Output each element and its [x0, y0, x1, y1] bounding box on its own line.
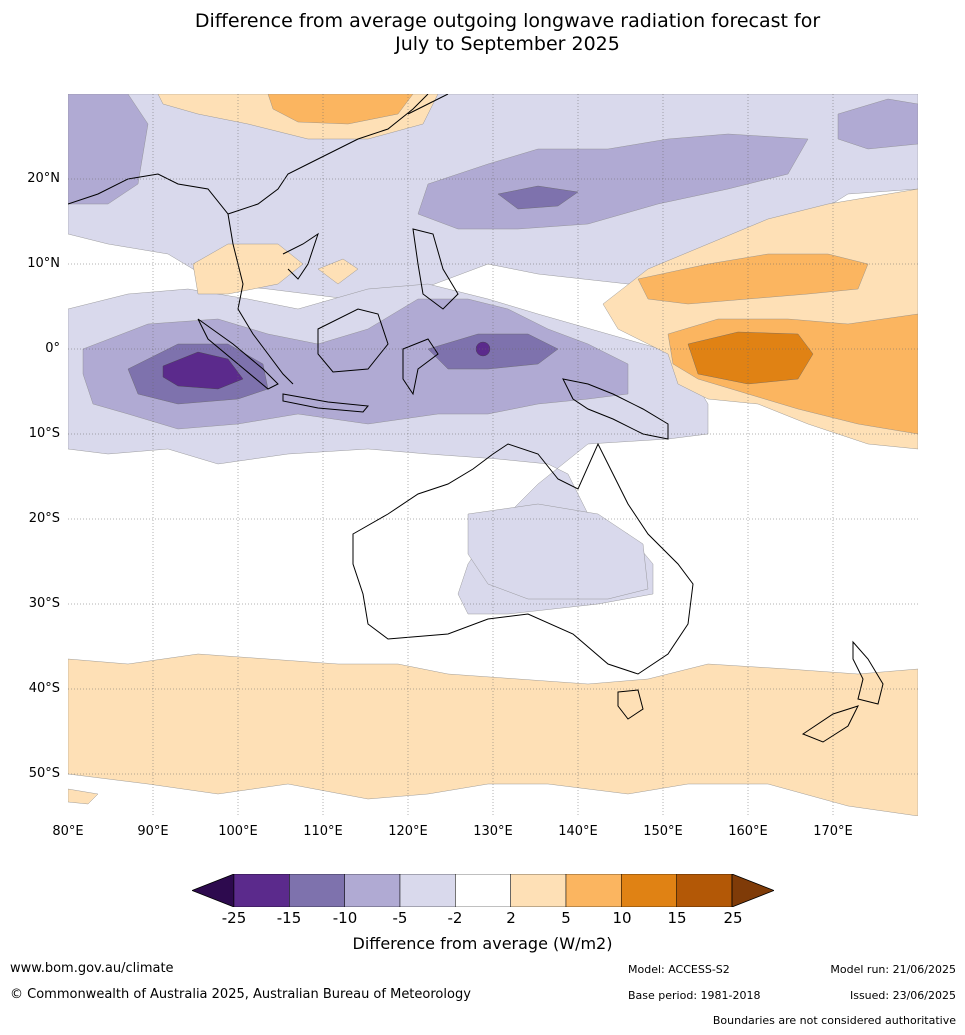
colorbar-tick-label: -5 [392, 909, 408, 927]
colorbar-swatch [344, 873, 401, 908]
title-line-2: July to September 2025 [395, 33, 620, 55]
anomaly-neg-dark-maritime [427, 333, 559, 370]
new-zealand-south [801, 705, 859, 743]
base-period: Base period: 1981-2018 [628, 989, 761, 1002]
model-name: Model: ACCESS-S2 [628, 963, 730, 976]
colorbar-swatch [399, 873, 456, 908]
anomaly-pos-dark-pacific [687, 331, 814, 385]
philippines-coast [412, 228, 459, 310]
lat-label-30s: 30°S [28, 596, 60, 611]
anomaly-neg-medium-nw [68, 94, 149, 205]
colorbar-extend-low [190, 873, 235, 908]
lat-label-10s: 10°S [28, 426, 60, 441]
indochina-coast [282, 232, 319, 280]
map-title: Difference from average outgoing longwav… [0, 10, 965, 56]
java-coast [282, 393, 369, 413]
lon-label-120e: 120°E [388, 824, 428, 839]
colorbar-swatch [233, 873, 290, 908]
colorbar-tick-label: -2 [447, 909, 463, 927]
asia-coast [68, 94, 429, 385]
colorbar [190, 873, 776, 908]
borneo-coast [317, 308, 389, 373]
sumatra-coast [197, 318, 279, 390]
colorbar-tick-label: 5 [561, 909, 571, 927]
colorbar-swatch [455, 873, 511, 908]
japan-coast [407, 94, 449, 115]
colorbar-tick-label: -10 [332, 909, 358, 927]
lon-label-90e: 90°E [137, 824, 169, 839]
lon-label-170e: 170°E [813, 824, 853, 839]
tasmania-coast [617, 689, 644, 720]
new-zealand-north [852, 640, 884, 705]
lat-label-40s: 40°S [28, 681, 60, 696]
website-link[interactable]: www.bom.gov.au/climate [10, 961, 174, 976]
sulawesi-coast [402, 338, 439, 396]
issued-date: Issued: 23/06/2025 [849, 989, 956, 1002]
colorbar-swatch [510, 873, 567, 908]
lon-label-130e: 130°E [473, 824, 513, 839]
lat-label-0: 0° [45, 341, 60, 356]
anomaly-pos-light-indochina [192, 243, 304, 295]
colorbar-tick-label: 2 [506, 909, 516, 927]
lat-label-20n: 20°N [27, 171, 60, 186]
lon-label-150e: 150°E [643, 824, 683, 839]
map-svg [68, 94, 918, 816]
anomaly-pos-medium-nchina [267, 94, 414, 125]
lat-label-10n: 10°N [27, 256, 60, 271]
lon-label-160e: 160°E [728, 824, 768, 839]
colorbar-swatch [676, 873, 733, 908]
colorbar-svg [190, 873, 776, 908]
anomaly-pos-light-sw [68, 788, 99, 805]
colorbar-tick-label: 25 [723, 909, 743, 927]
olr-anomaly-map [68, 94, 918, 816]
boundary-disclaimer: Boundaries are not considered authoritat… [712, 1014, 956, 1027]
anomaly-pos-light-southern [68, 653, 918, 816]
graticule [68, 94, 918, 816]
lat-label-50s: 50°S [28, 766, 60, 781]
new-guinea-coast [562, 378, 669, 440]
colorbar-tick-label: -25 [221, 909, 247, 927]
anomaly-neg-medium-ne [837, 98, 918, 150]
colorbar-swatch [565, 873, 622, 908]
colorbar-tick-label: 10 [612, 909, 632, 927]
anomaly-pos-light-luzon [317, 258, 359, 285]
coastlines [68, 94, 884, 743]
anomaly-neg-strong-io [162, 351, 244, 390]
colorbar-tick-label: -15 [276, 909, 302, 927]
colorbar-title: Difference from average (W/m2) [352, 934, 613, 953]
lon-label-100e: 100°E [218, 824, 258, 839]
colorbar-extend-high [731, 873, 776, 908]
anomaly-neg-dark-np [497, 185, 579, 210]
copyright-text: © Commonwealth of Australia 2025, Austra… [10, 987, 471, 1002]
anomaly-neg-strong-maritime [475, 341, 491, 357]
model-run-date: Model run: 21/06/2025 [830, 963, 956, 976]
title-line-1: Difference from average outgoing longwav… [194, 10, 821, 32]
anomaly-neg-light-aus [467, 503, 649, 600]
lon-label-140e: 140°E [558, 824, 598, 839]
colorbar-tick-label: 15 [667, 909, 687, 927]
australia-coast [352, 442, 694, 675]
colorbar-swatch [621, 873, 677, 908]
lon-label-110e: 110°E [303, 824, 343, 839]
lat-label-20s: 20°S [28, 511, 60, 526]
colorbar-swatch [289, 873, 345, 908]
lon-label-80e: 80°E [52, 824, 84, 839]
